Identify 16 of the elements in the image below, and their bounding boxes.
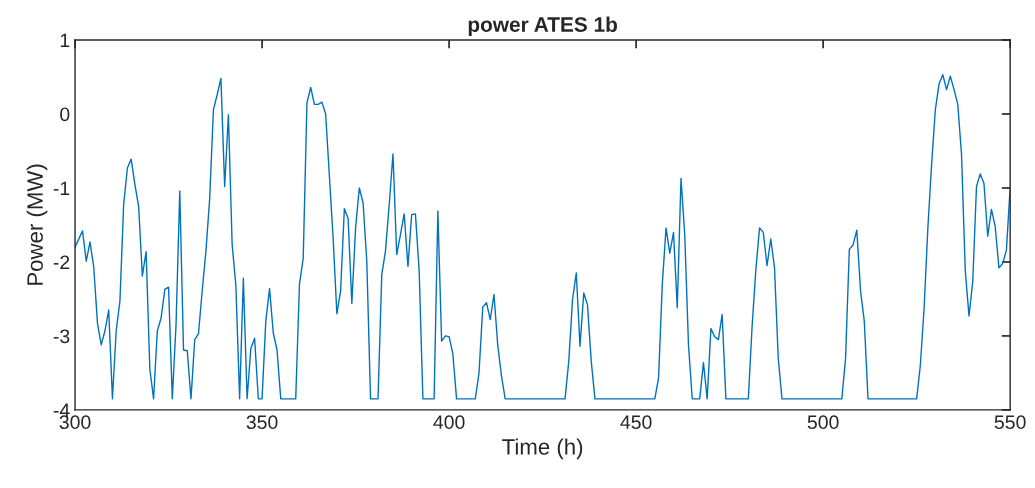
y-tick-label: 0: [60, 107, 70, 122]
y-axis-title: Power (MW): [26, 164, 48, 285]
x-tick-label: 400: [433, 415, 465, 430]
line-series: [75, 74, 1011, 400]
x-tick-label: 500: [807, 415, 839, 430]
x-tick-label: 300: [59, 415, 91, 430]
x-axis-title: Time (h): [502, 438, 583, 460]
chart-title: power ATES 1b: [468, 16, 617, 37]
y-tick-label: -4: [53, 403, 70, 417]
y-tick-label: -1: [53, 181, 70, 196]
y-tick-label: -2: [53, 255, 70, 269]
y-tick-label: -3: [53, 329, 70, 344]
y-tick-label: 1: [60, 33, 70, 48]
x-tick-label: 550: [994, 415, 1026, 430]
x-tick-label: 350: [246, 415, 278, 430]
x-tick-label: 450: [620, 415, 652, 430]
